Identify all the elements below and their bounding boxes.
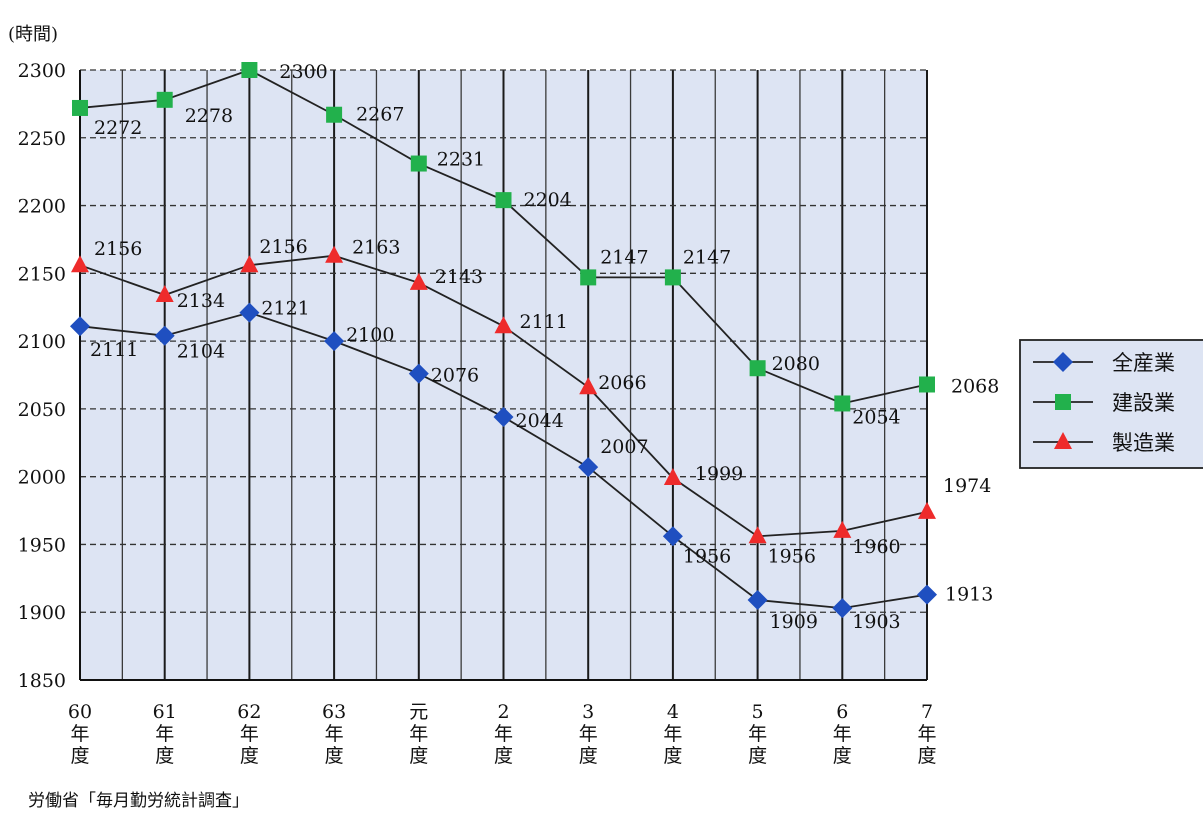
data-point-marker	[832, 598, 853, 619]
data-label: 2147	[683, 246, 731, 268]
data-point-marker	[156, 91, 173, 108]
x-tick-label: 6 年度	[833, 701, 852, 767]
data-point-marker	[493, 407, 514, 428]
data-point-marker	[917, 584, 937, 605]
data-point-marker	[410, 155, 427, 172]
data-point-marker	[495, 192, 512, 209]
x-tick-label: 7 年度	[917, 701, 936, 767]
data-label: 2204	[524, 189, 572, 211]
data-label: 2054	[852, 406, 900, 428]
data-label: 2156	[259, 236, 307, 258]
source-note: 労働省「毎月勤労統計調査」	[28, 791, 249, 811]
data-point-marker	[409, 272, 428, 290]
data-label: 2163	[352, 237, 400, 259]
data-label: 2278	[185, 105, 233, 127]
data-label: 2147	[600, 246, 648, 268]
x-tick-label: 4 年度	[663, 701, 682, 767]
data-point-marker	[408, 363, 429, 384]
y-tick-label: 2250	[18, 128, 66, 150]
data-point-marker	[919, 376, 935, 393]
data-label: 1956	[768, 545, 816, 567]
x-tick-label: 3 年度	[579, 701, 598, 767]
legend-label: 全産業	[1112, 351, 1175, 375]
data-label: 2100	[346, 324, 394, 346]
x-tick-label: 63 年度	[322, 701, 346, 767]
data-point-marker	[324, 331, 345, 352]
data-label: 1999	[695, 463, 743, 485]
legend-box	[1019, 339, 1203, 469]
data-label: 2111	[520, 311, 568, 333]
data-label: 2134	[177, 290, 225, 312]
data-point-marker	[578, 457, 599, 478]
data-point-marker	[579, 377, 598, 395]
data-label: 2143	[435, 266, 483, 288]
data-point-marker	[326, 106, 343, 123]
data-point-marker	[663, 468, 682, 486]
data-point-marker	[71, 255, 89, 273]
data-label: 2068	[951, 375, 999, 397]
data-label: 2080	[772, 353, 820, 375]
data-point-marker	[240, 255, 259, 273]
y-tick-label: 2050	[18, 399, 66, 421]
data-label: 1909	[770, 611, 818, 633]
data-point-marker	[494, 316, 513, 334]
data-label: 2104	[177, 341, 225, 363]
data-point-marker	[834, 395, 851, 412]
data-label: 2076	[431, 365, 479, 387]
data-label: 2066	[598, 372, 646, 394]
data-point-marker	[664, 269, 681, 286]
data-point-marker	[833, 520, 852, 538]
y-tick-label: 2000	[18, 467, 66, 489]
data-label: 1960	[852, 536, 900, 558]
data-point-marker	[241, 62, 258, 78]
data-point-marker	[747, 590, 768, 611]
data-label: 1956	[683, 545, 731, 567]
data-point-marker	[325, 245, 344, 263]
data-point-marker	[748, 526, 767, 544]
data-point-marker	[580, 269, 597, 286]
x-tick-label: 2 年度	[494, 701, 513, 767]
x-tick-label: 60 年度	[68, 701, 92, 767]
legend-marker	[1054, 432, 1072, 449]
data-point-marker	[72, 99, 88, 116]
y-tick-label: 2100	[18, 331, 66, 353]
data-label: 2267	[356, 104, 404, 126]
data-label: 2272	[94, 117, 142, 139]
data-label: 2007	[600, 436, 648, 458]
x-tick-label: 61 年度	[153, 701, 177, 767]
data-point-marker	[239, 302, 260, 323]
data-point-marker	[749, 360, 766, 377]
x-tick-label: 62 年度	[237, 701, 261, 767]
y-tick-label: 1900	[18, 602, 66, 624]
data-label: 2111	[90, 339, 138, 361]
data-point-marker	[154, 325, 175, 346]
data-label: 1974	[943, 475, 991, 497]
data-point-marker	[155, 285, 174, 303]
y-tick-label: 1850	[18, 670, 66, 692]
data-label: 1913	[945, 584, 993, 606]
data-label: 2231	[437, 149, 485, 171]
y-tick-label: 2200	[18, 196, 66, 218]
x-tick-label: 元年度	[409, 701, 428, 767]
data-point-marker	[918, 501, 936, 519]
x-tick-label: 5 年度	[748, 701, 767, 767]
y-axis-unit-label: (時間)	[8, 24, 58, 45]
data-point-marker	[70, 316, 90, 337]
data-label: 1903	[852, 611, 900, 633]
legend-label: 製造業	[1112, 431, 1175, 455]
legend-marker	[1055, 394, 1071, 410]
data-label: 2121	[261, 298, 309, 320]
data-label: 2156	[94, 238, 142, 260]
legend-label: 建設業	[1112, 391, 1175, 415]
y-tick-label: 2300	[18, 60, 66, 82]
data-label: 2300	[279, 61, 327, 83]
y-tick-label: 1950	[18, 534, 66, 556]
data-point-marker	[662, 526, 683, 547]
legend-marker	[1053, 352, 1073, 372]
grid	[79, 69, 928, 680]
data-label: 2044	[516, 410, 564, 432]
y-tick-label: 2150	[18, 263, 66, 285]
